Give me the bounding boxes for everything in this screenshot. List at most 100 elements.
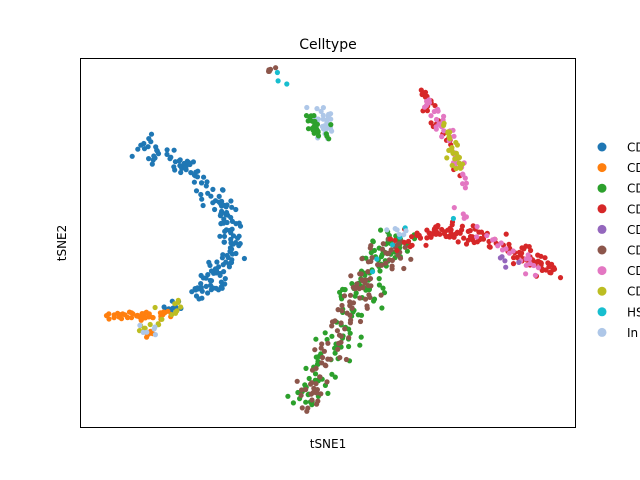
scatter-point: [169, 312, 175, 318]
scatter-point: [392, 237, 398, 243]
scatter-point: [198, 191, 204, 198]
scatter-point: [441, 120, 447, 126]
scatter-point: [551, 266, 558, 272]
scatter-point: [535, 252, 541, 258]
scatter-point: [510, 261, 517, 267]
scatter-point: [290, 400, 296, 406]
scatter-point: [285, 393, 291, 399]
scatter-point: [329, 333, 335, 339]
scatter-point: [396, 231, 402, 237]
scatter-point: [228, 236, 234, 242]
scatter-point: [380, 241, 386, 247]
legend-label: In: [627, 326, 638, 340]
scatter-point: [315, 129, 321, 135]
scatter-point: [208, 268, 215, 274]
scatter-point: [455, 153, 461, 160]
scatter-point: [217, 272, 223, 278]
scatter-point: [358, 334, 364, 340]
scatter-point: [216, 193, 222, 199]
scatter-point: [299, 387, 305, 393]
scatter-point: [503, 231, 509, 237]
scatter-point: [433, 116, 440, 123]
scatter-point: [395, 241, 402, 247]
scatter-point: [502, 258, 508, 264]
scatter-point: [510, 255, 517, 261]
scatter-point: [365, 269, 371, 275]
scatter-point: [516, 259, 522, 265]
scatter-point: [388, 247, 394, 253]
scatter-point: [198, 180, 205, 186]
scatter-point: [152, 324, 158, 330]
scatter-point: [442, 229, 448, 235]
scatter-point: [392, 226, 398, 232]
scatter-point: [332, 350, 338, 356]
scatter-point: [318, 108, 324, 114]
scatter-point: [178, 169, 184, 176]
scatter-point: [164, 151, 170, 157]
scatter-point: [303, 386, 309, 393]
scatter-point: [332, 374, 338, 380]
scatter-point: [309, 367, 316, 373]
scatter-point: [324, 379, 330, 385]
scatter-point: [221, 233, 228, 239]
scatter-point: [229, 204, 235, 210]
scatter-point: [467, 228, 473, 234]
scatter-point: [148, 131, 155, 137]
scatter-point: [304, 104, 310, 111]
plot-frame: [80, 58, 576, 428]
scatter-point: [312, 118, 318, 125]
scatter-point: [210, 200, 216, 206]
scatter-point: [228, 198, 234, 204]
scatter-point: [137, 322, 143, 328]
scatter-point: [222, 281, 228, 287]
scatter-point: [200, 202, 206, 209]
scatter-point: [383, 260, 389, 266]
scatter-point: [474, 224, 480, 230]
scatter-point: [199, 196, 205, 202]
scatter-point: [318, 391, 324, 397]
scatter-point: [210, 186, 216, 192]
scatter-point: [422, 104, 428, 110]
scatter-point: [384, 227, 390, 233]
legend-marker: [597, 163, 607, 173]
scatter-point: [193, 188, 200, 194]
scatter-point: [462, 175, 468, 181]
scatter-point: [469, 237, 475, 243]
scatter-point: [449, 148, 455, 154]
scatter-point: [418, 87, 424, 93]
scatter-point: [357, 318, 364, 325]
scatter-point: [519, 245, 525, 251]
scatter-point: [154, 148, 160, 154]
scatter-point: [348, 273, 354, 279]
scatter-point: [306, 375, 312, 382]
scatter-point: [380, 285, 386, 291]
legend-label: CD: [627, 223, 640, 237]
scatter-point: [476, 229, 482, 235]
scatter-point: [319, 360, 325, 366]
scatter-point: [223, 227, 229, 233]
scatter-point: [229, 251, 235, 257]
scatter-point: [224, 219, 230, 226]
legend-label: CD: [627, 182, 640, 196]
scatter-point: [426, 97, 432, 103]
scatter-point: [157, 310, 163, 316]
scatter-point: [221, 239, 227, 245]
scatter-point: [376, 282, 382, 288]
scatter-point: [313, 336, 319, 342]
scatter-point: [389, 266, 395, 272]
scatter-point: [198, 281, 204, 287]
scatter-point: [367, 294, 373, 300]
scatter-point: [188, 170, 194, 176]
scatter-point: [495, 243, 501, 249]
legend-marker: [597, 224, 607, 234]
scatter-point: [542, 255, 548, 261]
scatter-point: [402, 244, 408, 250]
scatter-point: [318, 345, 324, 351]
scatter-point: [375, 262, 381, 268]
scatter-point: [353, 290, 359, 296]
scatter-point: [284, 81, 290, 87]
legend: CD CD CD CD CD CD CD CD HS In: [597, 141, 640, 340]
scatter-point: [378, 292, 384, 298]
legend-label: HS: [627, 305, 640, 319]
scatter-point: [423, 242, 429, 248]
